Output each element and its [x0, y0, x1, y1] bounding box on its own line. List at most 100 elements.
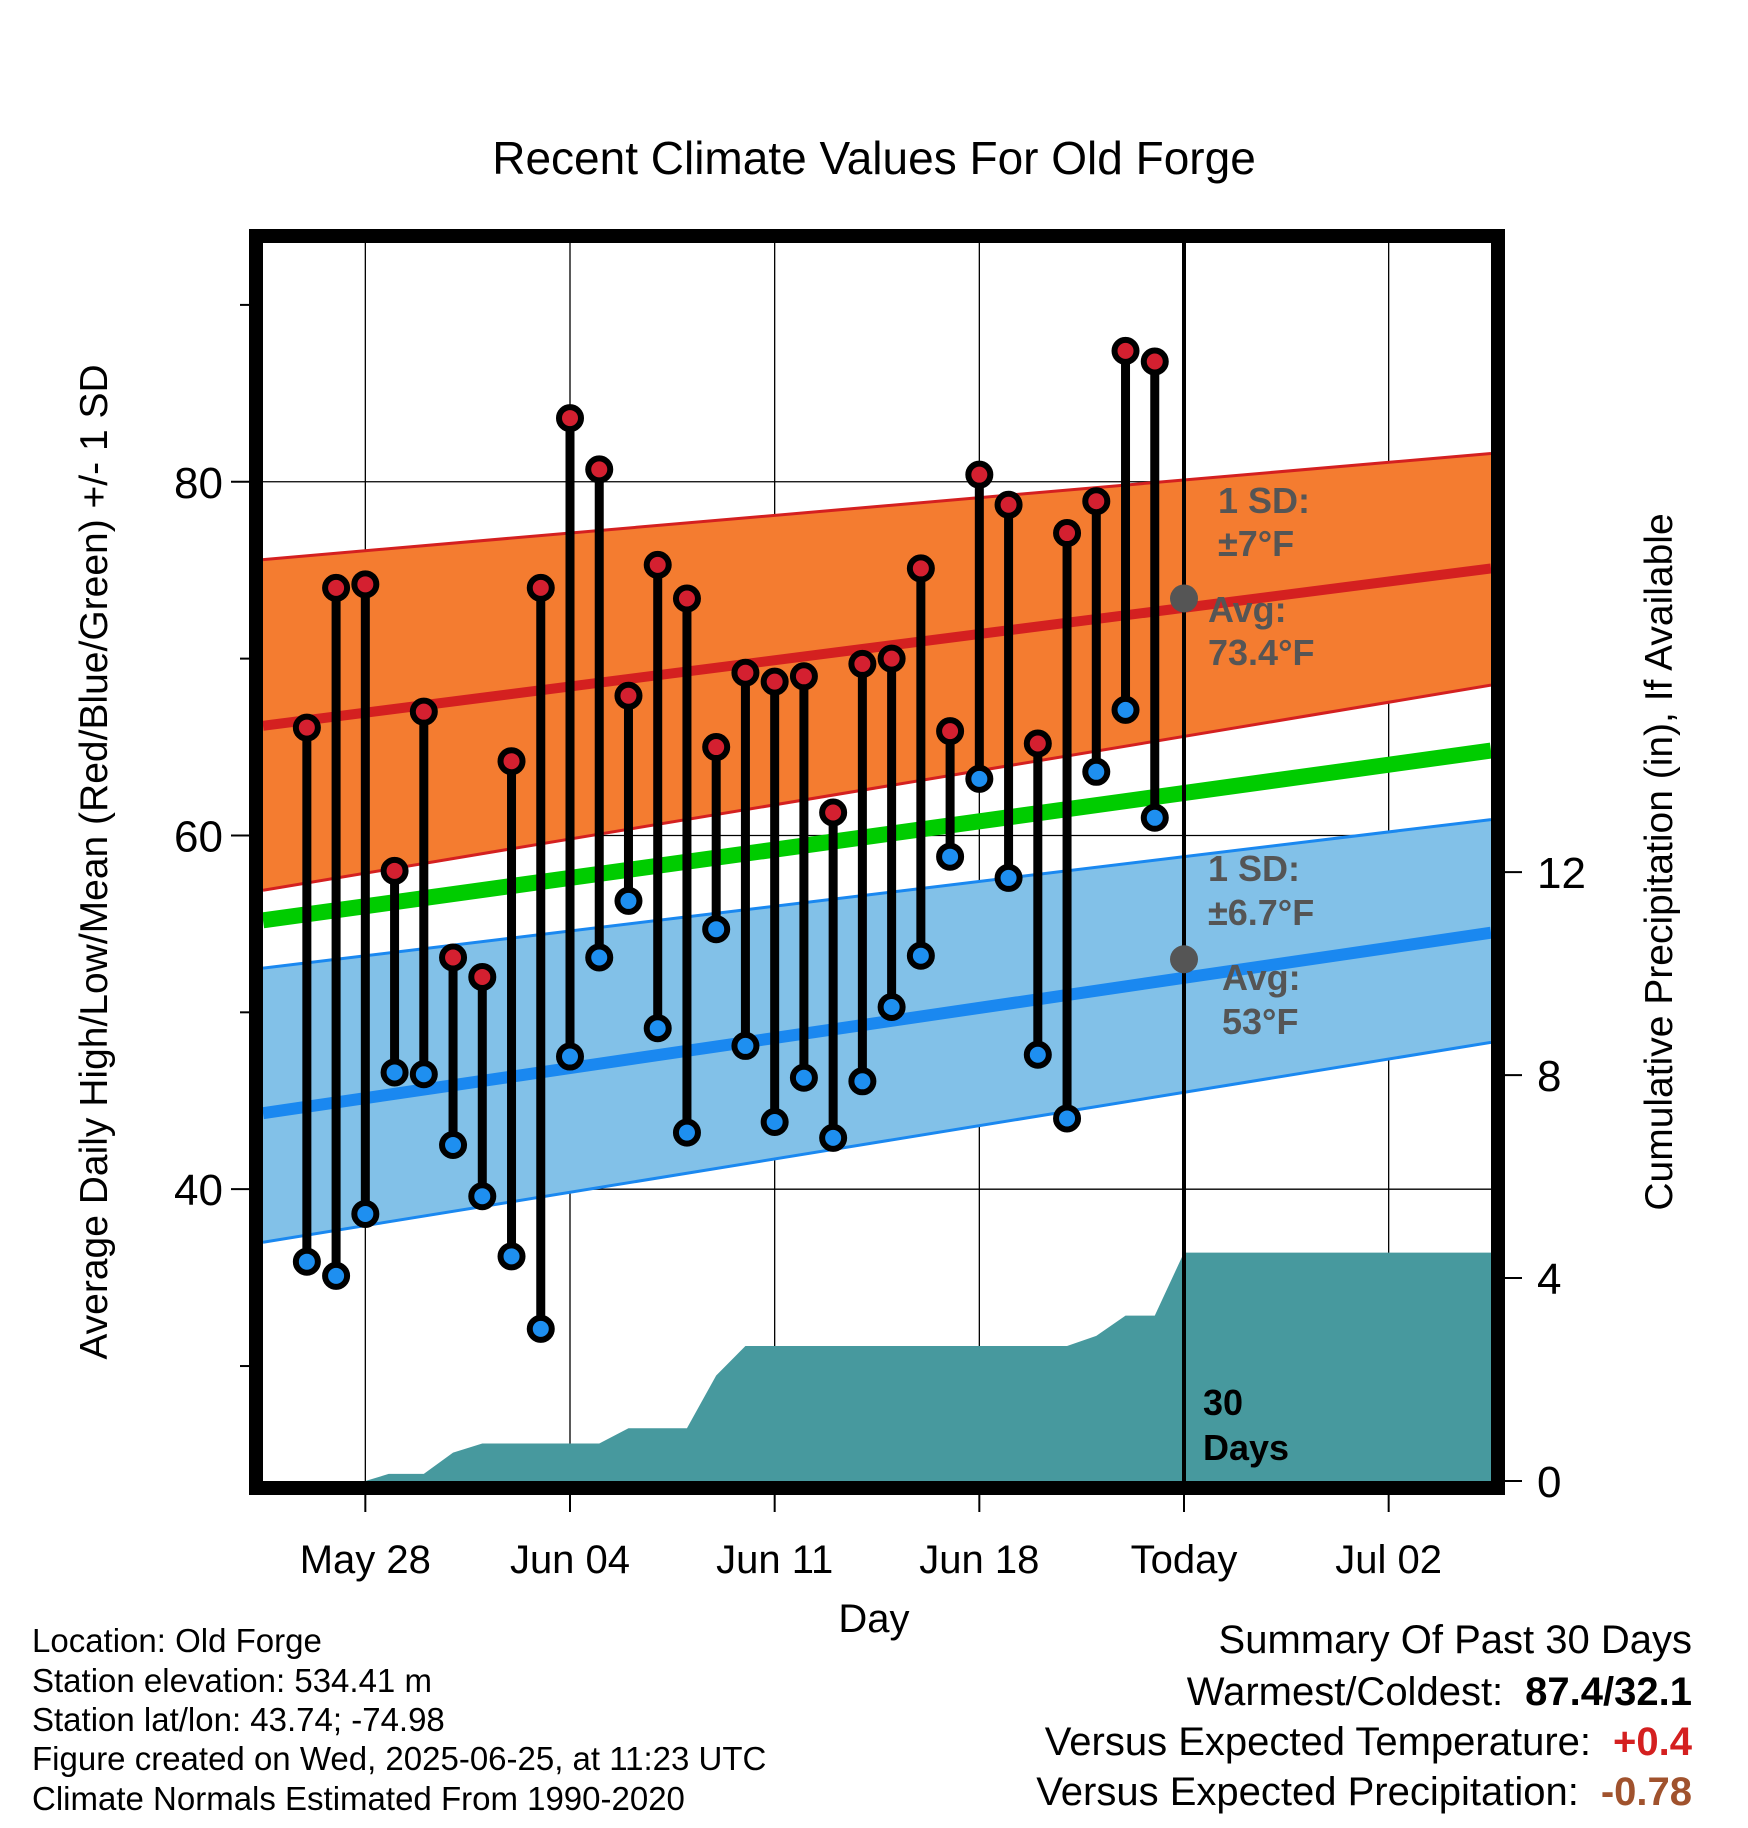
- temperature-bars: [292, 336, 1169, 1343]
- daily-high-point: [468, 962, 497, 991]
- daily-low-point: [614, 886, 643, 915]
- daily-high-point: [848, 649, 877, 678]
- daily-low-point: [1082, 757, 1111, 786]
- x-tick-label: Jun 04: [510, 1538, 630, 1582]
- daily-low-point: [789, 1063, 818, 1092]
- daily-low-point: [1053, 1104, 1082, 1133]
- daily-high-point: [906, 554, 935, 583]
- y2-tick-label: 0: [1537, 1458, 1561, 1507]
- footer-elevation: Station elevation: 534.41 m: [32, 1662, 432, 1699]
- high-sd-band-upper-edge: [263, 451, 1491, 562]
- normal-mean-line: [263, 742, 1491, 929]
- x-tick-label: Jul 02: [1335, 1538, 1442, 1582]
- days-word-label: Days: [1203, 1427, 1289, 1468]
- daily-low-point: [760, 1107, 789, 1136]
- summary-precipitation: Versus Expected Precipitation: -0.78: [1036, 1770, 1692, 1815]
- daily-high-point: [672, 584, 701, 613]
- daily-low-point: [468, 1182, 497, 1211]
- precipitation-area: [263, 1252, 1491, 1481]
- daily-high-point: [643, 550, 672, 579]
- daily-low-point: [380, 1058, 409, 1087]
- daily-low-point: [322, 1261, 351, 1290]
- daily-low-point: [731, 1031, 760, 1060]
- daily-high-point: [351, 570, 380, 599]
- high-sd-band-lower-edge: [263, 683, 1491, 892]
- daily-high-point: [292, 713, 321, 742]
- daily-high-point: [702, 733, 731, 762]
- daily-high-point: [409, 697, 438, 726]
- footer-latlon: Station lat/lon: 43.74; -74.98: [32, 1701, 445, 1738]
- daily-low-point: [965, 764, 994, 793]
- daily-low-point: [292, 1247, 321, 1276]
- daily-high-point: [322, 573, 351, 602]
- high-sd-label: 1 SD:: [1218, 480, 1310, 521]
- y-tick-label: 60: [174, 812, 223, 861]
- daily-low-point: [497, 1242, 526, 1271]
- daily-high-point: [1082, 487, 1111, 516]
- axes: 40 60 80 0 4 8 12 May 28 Jun 04 Jun 11 Jun 18 Today…: [73, 229, 1681, 1641]
- y2-tick-label: 8: [1537, 1052, 1561, 1101]
- daily-high-point: [819, 798, 848, 827]
- x-tick-label: Today: [1131, 1538, 1238, 1582]
- high-sd-value: ±7°F: [1218, 523, 1294, 564]
- x-tick-label: May 28: [300, 1538, 431, 1582]
- days-count-label: 30: [1203, 1382, 1243, 1423]
- warmest-coldest-label: Warmest/Coldest:: [1186, 1670, 1504, 1714]
- high-avg-marker: [1170, 584, 1198, 613]
- daily-low-point: [526, 1314, 555, 1343]
- daily-low-point: [1023, 1040, 1052, 1069]
- low-sd-band: [263, 819, 1491, 1243]
- x-tick-label: Jun 18: [919, 1538, 1039, 1582]
- daily-high-point: [877, 644, 906, 673]
- daily-high-point: [936, 717, 965, 746]
- low-sd-band-lower-edge: [263, 1040, 1491, 1244]
- high-avg-value: 73.4°F: [1208, 632, 1314, 673]
- daily-high-point: [1111, 336, 1140, 365]
- low-avg-value: 53°F: [1222, 1001, 1298, 1042]
- summary-temperature: Versus Expected Temperature: +0.4: [1045, 1720, 1692, 1765]
- precip-vs-expected-value: -0.78: [1600, 1770, 1692, 1814]
- low-sd-value: ±6.7°F: [1208, 892, 1314, 933]
- daily-low-point: [848, 1067, 877, 1096]
- daily-low-point: [936, 842, 965, 871]
- daily-low-point: [351, 1199, 380, 1228]
- precip-vs-expected-label: Versus Expected Precipitation:: [1036, 1770, 1579, 1814]
- daily-high-point: [614, 681, 643, 710]
- daily-high-point: [1053, 519, 1082, 548]
- temp-vs-expected-value: +0.4: [1613, 1720, 1692, 1764]
- normal-high-line: [263, 563, 1491, 731]
- low-avg-marker: [1170, 945, 1198, 974]
- daily-low-point: [702, 915, 731, 944]
- footer-created: Figure created on Wed, 2025-06-25, at 11…: [32, 1740, 767, 1777]
- x-axis-label: Day: [838, 1597, 909, 1641]
- daily-low-point: [906, 941, 935, 970]
- plot-frame: [249, 229, 1505, 1495]
- daily-low-point: [672, 1118, 701, 1147]
- y2-tick-label: 12: [1537, 849, 1586, 898]
- daily-high-point: [556, 404, 584, 433]
- daily-high-point: [585, 455, 614, 484]
- footer-location: Location: Old Forge: [32, 1622, 322, 1659]
- daily-low-point: [409, 1060, 438, 1089]
- daily-high-point: [526, 573, 555, 602]
- daily-high-point: [994, 490, 1023, 519]
- daily-low-point: [994, 863, 1023, 892]
- footer-normals: Climate Normals Estimated From 1990-2020: [32, 1780, 685, 1817]
- daily-high-point: [380, 856, 409, 885]
- normal-low-line: [263, 926, 1491, 1120]
- temp-vs-expected-label: Versus Expected Temperature:: [1044, 1720, 1592, 1764]
- daily-low-point: [556, 1042, 584, 1071]
- daily-high-point: [497, 747, 526, 776]
- daily-low-point: [643, 1014, 672, 1043]
- summary-warmest-coldest: Warmest/Coldest: 87.4/32.1: [1187, 1670, 1692, 1715]
- daily-low-point: [819, 1123, 848, 1152]
- high-avg-label: Avg:: [1208, 589, 1287, 630]
- chart-title: Recent Climate Values For Old Forge: [492, 132, 1256, 184]
- y2-tick-label: 4: [1537, 1255, 1561, 1304]
- y-tick-label: 80: [174, 459, 223, 508]
- low-sd-band-upper-edge: [263, 818, 1491, 970]
- warmest-coldest-value: 87.4/32.1: [1525, 1670, 1692, 1714]
- summary-title: Summary Of Past 30 Days: [1218, 1618, 1692, 1662]
